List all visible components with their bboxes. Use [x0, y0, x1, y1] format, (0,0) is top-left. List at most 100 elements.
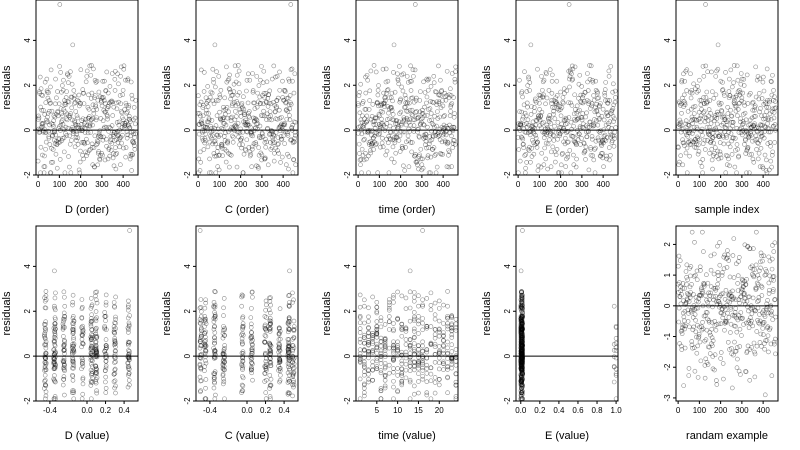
data-point — [735, 356, 740, 362]
data-point — [379, 140, 385, 146]
data-point — [535, 168, 541, 173]
data-point — [46, 98, 52, 103]
data-point — [531, 105, 537, 110]
data-point — [613, 336, 619, 341]
data-point — [607, 119, 613, 125]
data-point — [37, 91, 42, 96]
data-point — [286, 154, 292, 159]
data-point — [235, 92, 240, 98]
data-point — [705, 69, 710, 75]
data-point — [368, 150, 373, 156]
data-point — [397, 99, 403, 105]
data-point — [588, 145, 593, 150]
data-point — [362, 303, 367, 309]
data-point — [67, 114, 73, 120]
data-point — [290, 122, 295, 128]
data-point — [422, 134, 428, 140]
data-point — [715, 66, 721, 72]
data-point — [524, 124, 530, 130]
data-point — [84, 153, 89, 158]
data-point — [368, 116, 374, 122]
data-point — [370, 377, 375, 383]
data-point — [276, 124, 282, 130]
data-point — [396, 123, 401, 129]
data-point — [130, 138, 136, 144]
data-point — [238, 114, 244, 119]
data-point — [726, 315, 732, 320]
data-point — [677, 121, 683, 126]
data-point — [717, 240, 722, 245]
data-point — [693, 117, 699, 123]
data-point — [395, 71, 400, 77]
data-point — [413, 110, 419, 115]
data-point — [685, 319, 691, 324]
data-point — [733, 108, 739, 114]
data-point — [682, 100, 688, 106]
data-point — [114, 106, 120, 112]
data-point — [529, 126, 535, 132]
data-point — [602, 132, 608, 138]
data-point — [291, 157, 297, 163]
data-point — [218, 116, 223, 122]
data-point — [106, 145, 112, 151]
data-point — [84, 68, 90, 74]
data-point — [416, 379, 421, 384]
data-point — [752, 374, 758, 380]
data-point — [691, 81, 696, 87]
data-point — [562, 141, 568, 147]
data-point — [434, 164, 440, 170]
data-point — [724, 162, 730, 167]
data-point — [413, 152, 418, 157]
data-point — [199, 121, 205, 126]
data-point — [734, 329, 740, 335]
data-point — [738, 116, 743, 122]
data-point — [732, 103, 738, 109]
data-point — [128, 151, 134, 157]
y-tick-label: -2 — [183, 397, 192, 405]
data-point — [575, 109, 581, 114]
data-point — [759, 285, 765, 290]
data-point — [289, 125, 295, 130]
data-point — [410, 117, 416, 123]
data-point — [612, 116, 617, 122]
data-point — [104, 112, 110, 118]
data-point — [548, 164, 554, 170]
data-point — [132, 146, 138, 152]
data-point — [212, 138, 218, 144]
data-point — [528, 129, 533, 134]
data-point — [418, 156, 424, 162]
data-point — [564, 88, 570, 94]
x-tick-label: 0.4 — [553, 406, 565, 415]
data-point — [574, 103, 580, 109]
data-point — [750, 99, 756, 105]
data-point — [283, 100, 288, 106]
data-point — [724, 119, 730, 125]
data-point — [557, 131, 563, 136]
data-point — [102, 101, 108, 106]
data-point — [95, 139, 101, 145]
data-point — [278, 123, 284, 128]
data-point — [570, 76, 576, 82]
data-point — [366, 107, 372, 112]
x-tick-label: 200 — [554, 180, 568, 189]
data-point — [277, 115, 283, 121]
data-point — [290, 140, 296, 146]
data-point — [609, 108, 614, 114]
data-point — [424, 379, 430, 384]
data-point — [85, 140, 90, 146]
data-point — [531, 151, 537, 157]
data-point — [678, 119, 684, 125]
data-point — [746, 134, 751, 140]
data-point — [234, 123, 239, 129]
data-point — [231, 81, 237, 87]
data-point — [679, 101, 684, 107]
data-point — [423, 132, 429, 137]
data-point — [745, 304, 750, 309]
x-tick-label: 100 — [213, 180, 227, 189]
data-point — [374, 366, 380, 372]
data-point — [534, 145, 540, 150]
data-point — [68, 69, 73, 75]
data-point — [427, 138, 433, 144]
data-point — [577, 72, 583, 78]
